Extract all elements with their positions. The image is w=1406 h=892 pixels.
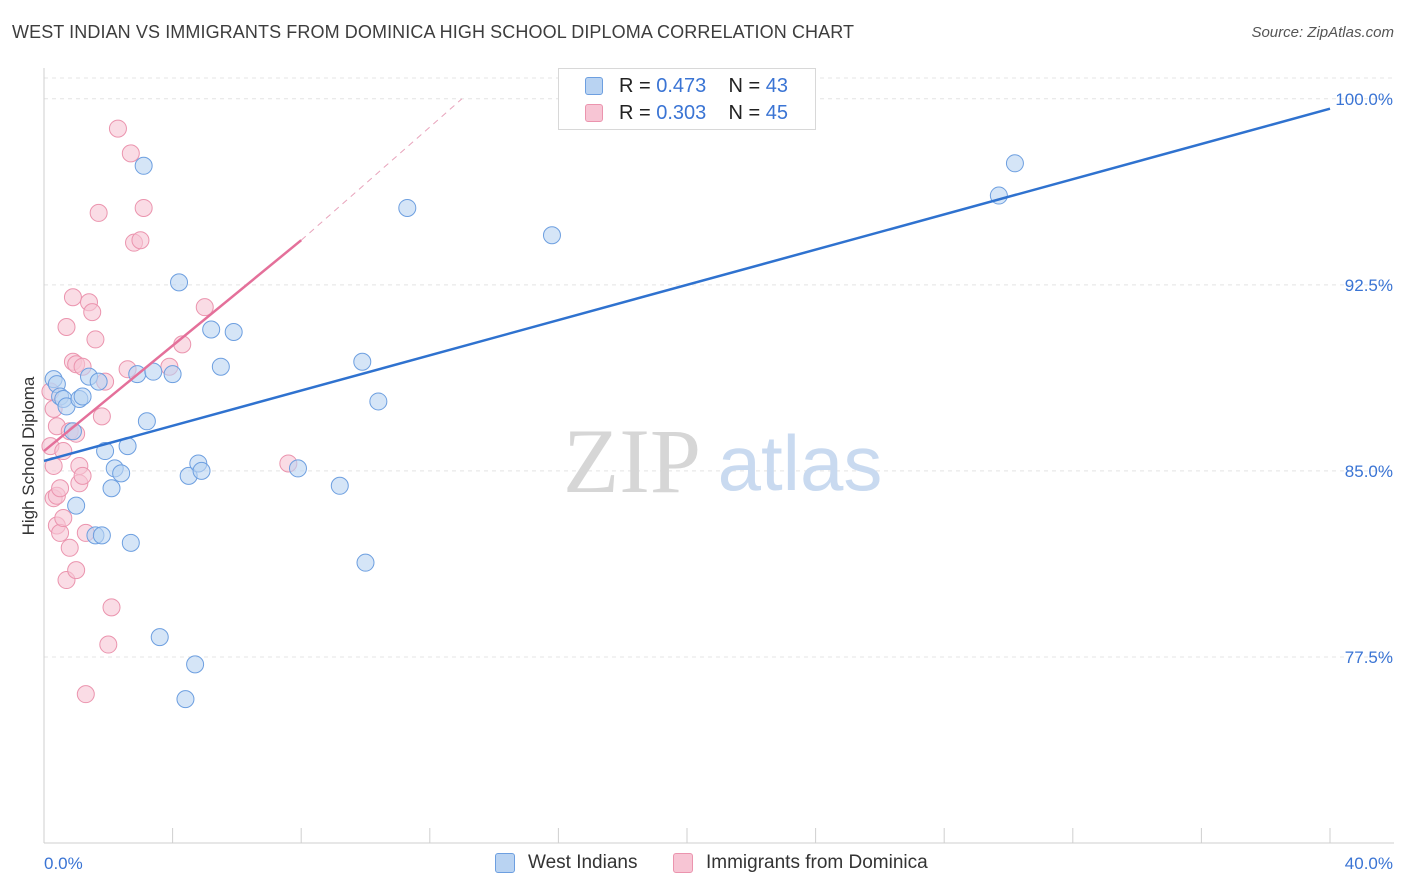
- west-indian-point: [542, 226, 561, 245]
- dominica-point: [73, 466, 92, 485]
- watermark-zip: ZIP: [563, 410, 701, 512]
- dominica-point: [60, 538, 79, 557]
- legend-r-label: R =: [619, 102, 657, 124]
- dominica-point: [51, 523, 70, 542]
- tick-labels: 77.5% 85.0% 92.5% 100.0% 0.0% 40.0%: [44, 90, 1393, 873]
- y-tick-label: 100.0%: [1335, 90, 1393, 109]
- y-axis-label: High School Diploma: [19, 376, 38, 535]
- legend-n-label: N =: [728, 75, 766, 97]
- dominica-point: [131, 231, 150, 250]
- west-indian-point: [150, 628, 169, 647]
- dominica-point: [54, 509, 73, 528]
- watermark-atlas: atlas: [718, 419, 883, 507]
- west-indian-point: [96, 442, 115, 461]
- legend-r-label: R =: [619, 75, 657, 97]
- legend-n-value: 43: [765, 75, 789, 97]
- legend-swatch-blue: [585, 77, 603, 95]
- y-tick-label: 92.5%: [1345, 276, 1393, 295]
- dominica-point: [99, 635, 118, 654]
- y-tick-label: 85.0%: [1345, 462, 1393, 481]
- west-indian-point: [330, 476, 349, 495]
- west-indian-point: [224, 322, 243, 341]
- dominica-point: [89, 203, 108, 222]
- chart-source: Source: ZipAtlas.com: [1251, 24, 1394, 41]
- dominica-point: [92, 407, 111, 426]
- x-tick-label: 0.0%: [44, 854, 83, 873]
- west-indian-point: [112, 464, 131, 483]
- west-indian-point: [353, 352, 372, 371]
- west-indian-point: [288, 459, 307, 478]
- west-indian-trend-line: [43, 107, 1331, 463]
- west-indian-point: [170, 273, 189, 292]
- west-indian-point: [202, 320, 221, 339]
- stats-legend: R = 0.473 N = 43 R = 0.303 N = 45: [558, 68, 816, 130]
- dominica-trend-extension: [300, 98, 463, 241]
- dominica-point: [86, 330, 105, 349]
- dominica-points: [41, 119, 298, 704]
- west-indian-point: [137, 412, 156, 431]
- west-indian-point: [369, 392, 388, 411]
- dominica-point: [121, 144, 140, 163]
- west-indian-point: [211, 357, 230, 376]
- west-indian-point: [92, 526, 111, 545]
- west-indian-point: [1005, 154, 1024, 173]
- west-indian-point: [144, 362, 163, 381]
- dominica-point: [76, 685, 95, 704]
- legend-r-value: 0.473: [656, 75, 707, 97]
- trend-lines: [43, 98, 1331, 463]
- gridlines: [44, 77, 1394, 658]
- chart-title: WEST INDIAN VS IMMIGRANTS FROM DOMINICA …: [12, 22, 855, 42]
- bottom-legend-label: Immigrants from Dominica: [706, 852, 928, 873]
- dominica-point: [134, 198, 153, 217]
- x-tick-label: 40.0%: [1345, 854, 1393, 873]
- dominica-point: [57, 318, 76, 337]
- west-indian-point: [89, 372, 108, 391]
- axes: [43, 68, 1394, 844]
- west-indian-point: [163, 365, 182, 384]
- west-indian-points: [44, 154, 1024, 709]
- bottom-legend-swatch-pink: [673, 853, 693, 873]
- legend-r-value: 0.303: [656, 102, 707, 124]
- dominica-point: [102, 598, 121, 617]
- dominica-point: [63, 288, 82, 307]
- west-indian-point: [398, 198, 417, 217]
- legend-n-value: 45: [765, 102, 789, 124]
- west-indian-point: [192, 461, 211, 480]
- y-tick-label: 77.5%: [1345, 648, 1393, 667]
- west-indian-point: [102, 479, 121, 498]
- legend-n-label: N =: [728, 102, 766, 124]
- watermark: ZIP atlas: [563, 410, 882, 512]
- dominica-point: [83, 303, 102, 322]
- west-indian-point: [67, 496, 86, 515]
- bottom-legend-swatch-blue: [495, 853, 515, 873]
- west-indian-point: [176, 690, 195, 709]
- dominica-point: [51, 479, 70, 498]
- west-indian-point: [186, 655, 205, 674]
- west-indian-point: [73, 387, 92, 406]
- dominica-point: [108, 119, 127, 138]
- west-indian-point: [63, 422, 82, 441]
- west-indian-point: [356, 553, 375, 572]
- legend-swatch-pink: [585, 104, 603, 122]
- west-indian-point: [134, 156, 153, 175]
- bottom-legend-label: West Indians: [528, 852, 638, 873]
- dominica-point: [195, 298, 214, 317]
- dominica-trend-line: [43, 239, 302, 453]
- dominica-point: [67, 561, 86, 580]
- west-indian-point: [121, 533, 140, 552]
